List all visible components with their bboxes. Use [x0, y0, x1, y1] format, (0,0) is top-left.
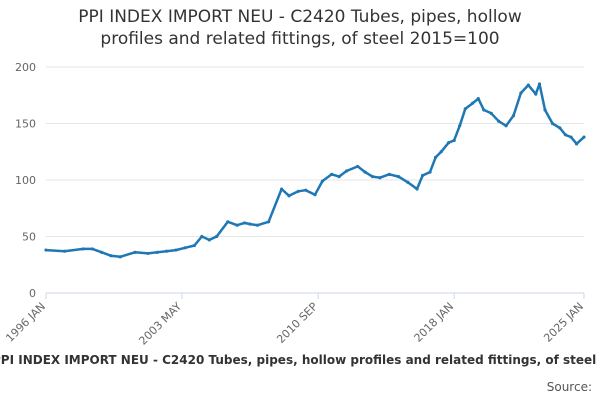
- data-point[interactable]: [146, 251, 150, 256]
- data-point[interactable]: [378, 176, 382, 180]
- data-point[interactable]: [439, 150, 443, 154]
- data-point[interactable]: [558, 126, 562, 130]
- data-point[interactable]: [174, 248, 178, 252]
- data-point[interactable]: [446, 141, 451, 145]
- data-point[interactable]: [155, 250, 159, 254]
- data-point[interactable]: [267, 220, 271, 224]
- data-point[interactable]: [363, 170, 367, 174]
- chart-title: PPI INDEX IMPORT NEU - C2420 Tubes, pipe…: [0, 6, 600, 50]
- data-point[interactable]: [164, 249, 169, 253]
- data-point[interactable]: [497, 119, 501, 123]
- data-point[interactable]: [215, 234, 219, 239]
- data-point[interactable]: [242, 221, 247, 225]
- data-point[interactable]: [248, 222, 252, 226]
- chart-title-line-2: profiles and related fittings, of steel …: [100, 29, 500, 49]
- x-tick-label: 2018 JAN: [412, 300, 457, 345]
- y-tick-label: 0: [29, 287, 36, 300]
- data-point[interactable]: [200, 234, 204, 239]
- data-point[interactable]: [100, 250, 104, 254]
- series-line[interactable]: [45, 82, 585, 259]
- data-point[interactable]: [534, 92, 538, 96]
- data-point[interactable]: [296, 189, 300, 193]
- data-point[interactable]: [396, 175, 401, 179]
- data-point[interactable]: [192, 243, 197, 248]
- data-point[interactable]: [330, 172, 334, 176]
- data-point[interactable]: [235, 223, 239, 227]
- data-point[interactable]: [44, 248, 48, 252]
- data-point[interactable]: [482, 108, 486, 112]
- data-point[interactable]: [526, 83, 530, 87]
- data-point[interactable]: [280, 187, 284, 191]
- y-tick-label: 150: [15, 118, 36, 131]
- data-point[interactable]: [81, 247, 85, 251]
- data-point[interactable]: [463, 107, 467, 111]
- data-point[interactable]: [489, 111, 493, 115]
- data-point[interactable]: [519, 91, 523, 95]
- x-tick-label: 1996 JAN: [3, 300, 48, 345]
- data-point[interactable]: [287, 194, 291, 198]
- data-point[interactable]: [428, 170, 432, 174]
- data-point[interactable]: [62, 249, 67, 253]
- data-point[interactable]: [471, 101, 475, 105]
- data-point[interactable]: [387, 172, 391, 176]
- y-tick-label: 200: [15, 61, 36, 74]
- data-point[interactable]: [415, 187, 419, 191]
- data-point[interactable]: [433, 155, 438, 159]
- y-tick-label: 50: [22, 231, 36, 244]
- chart-title-line-1: PPI INDEX IMPORT NEU - C2420 Tubes, pipe…: [78, 7, 522, 27]
- data-point[interactable]: [320, 179, 325, 183]
- x-tick-label: 2003 MAY: [136, 300, 184, 348]
- data-point[interactable]: [133, 250, 137, 254]
- x-tick-label: 2010 SEP: [274, 300, 320, 346]
- data-point[interactable]: [337, 175, 341, 179]
- data-point[interactable]: [543, 108, 547, 112]
- data-point[interactable]: [183, 246, 187, 250]
- data-point[interactable]: [313, 193, 317, 197]
- data-point[interactable]: [476, 97, 480, 101]
- data-point[interactable]: [421, 173, 425, 178]
- source-label: Source:: [546, 380, 592, 394]
- data-point[interactable]: [504, 124, 508, 128]
- data-point[interactable]: [582, 135, 586, 139]
- data-point[interactable]: [550, 121, 555, 126]
- data-point[interactable]: [90, 247, 94, 251]
- data-point[interactable]: [574, 142, 579, 146]
- data-point[interactable]: [304, 188, 308, 192]
- data-point[interactable]: [207, 238, 211, 242]
- data-point[interactable]: [511, 113, 516, 118]
- data-point[interactable]: [563, 133, 568, 137]
- data-point[interactable]: [537, 82, 542, 86]
- data-point[interactable]: [356, 164, 360, 169]
- y-tick-label: 100: [15, 174, 36, 187]
- data-point[interactable]: [406, 180, 410, 184]
- data-point[interactable]: [109, 254, 113, 258]
- legend: PPI INDEX IMPORT NEU - C2420 Tubes, pipe…: [0, 353, 600, 371]
- data-point[interactable]: [370, 175, 375, 179]
- data-point[interactable]: [118, 255, 122, 259]
- data-point[interactable]: [452, 138, 456, 143]
- data-point[interactable]: [344, 169, 349, 173]
- x-tick-label: 2025 JAN: [541, 300, 586, 345]
- data-point[interactable]: [255, 223, 260, 227]
- data-point[interactable]: [226, 220, 230, 224]
- data-point[interactable]: [458, 124, 462, 128]
- legend-series-label[interactable]: PPI INDEX IMPORT NEU - C2420 Tubes, pipe…: [0, 353, 600, 367]
- data-point[interactable]: [569, 135, 573, 139]
